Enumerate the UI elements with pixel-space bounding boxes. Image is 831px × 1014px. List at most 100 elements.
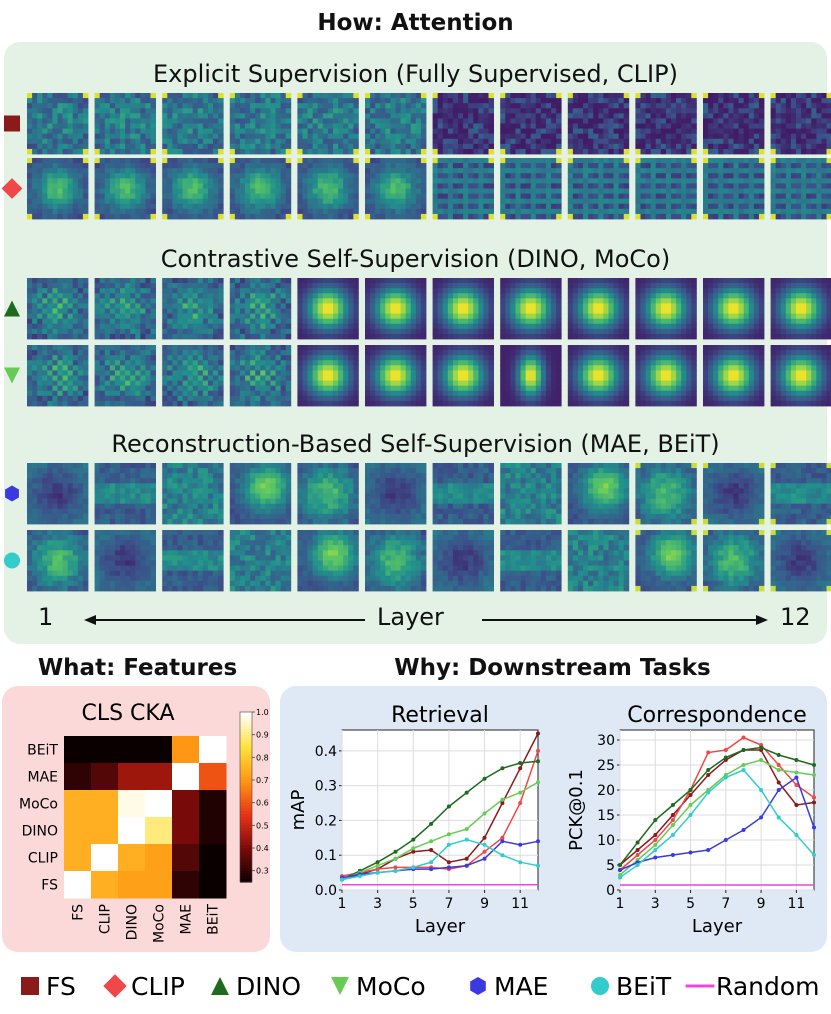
data-point xyxy=(464,837,469,842)
legend-item-dino: DINO xyxy=(211,972,301,1001)
attention-map-fs-layer-6 xyxy=(365,93,427,155)
data-point xyxy=(500,797,505,802)
attention-map-fs-layer-12 xyxy=(770,93,831,155)
attention-map-clip-layer-4 xyxy=(229,158,292,220)
y-tick-label: 20 xyxy=(597,783,615,799)
chart-title: Correspondence xyxy=(627,703,806,728)
data-point xyxy=(812,763,816,767)
series-line-beit xyxy=(619,769,815,879)
data-point xyxy=(536,748,540,753)
data-point xyxy=(670,818,675,822)
attention-map-moco-layer-10 xyxy=(635,345,697,407)
data-point xyxy=(812,800,816,805)
attention-map-fs-layer-8 xyxy=(500,93,562,155)
series-line-dino xyxy=(341,760,539,881)
data-point xyxy=(653,833,658,837)
data-point xyxy=(635,853,640,857)
colorbar-tick: 0.6 xyxy=(256,799,269,808)
heatmap-cell xyxy=(145,763,173,791)
attention-map-dino-layer-12 xyxy=(770,278,831,340)
data-point xyxy=(429,867,434,872)
data-point xyxy=(794,758,799,762)
heatmap-cell xyxy=(145,844,173,872)
attention-map-dino-layer-2 xyxy=(94,278,156,340)
legend-marker-beit xyxy=(591,977,609,995)
series-line-dino xyxy=(619,746,815,866)
row-marker-beit xyxy=(4,552,20,569)
data-point xyxy=(375,863,380,868)
row-marker-dino xyxy=(4,300,20,317)
heatmap-cell xyxy=(172,817,200,845)
heatmap-row-label: CLIP xyxy=(28,851,58,867)
data-point xyxy=(393,849,398,854)
attention-maps-grid xyxy=(1,93,831,592)
heatmap-cell xyxy=(118,871,146,899)
heatmap-cell xyxy=(145,736,173,764)
heatmap-cell xyxy=(91,763,119,791)
legend-label: CLIP xyxy=(131,972,185,1001)
data-point xyxy=(411,837,416,842)
data-point xyxy=(500,853,505,858)
attention-map-dino-layer-5 xyxy=(297,278,359,340)
data-point xyxy=(464,856,469,861)
data-point xyxy=(429,860,434,865)
row-marker-moco xyxy=(4,367,20,384)
data-point xyxy=(706,848,711,852)
colorbar-tick: 0.7 xyxy=(256,776,269,785)
group-title-explicit: Explicit Supervision (Fully Supervised, … xyxy=(153,60,678,88)
data-point xyxy=(776,768,781,772)
series-line-mae xyxy=(619,776,815,871)
legend-label: FS xyxy=(46,972,76,1001)
data-point xyxy=(741,735,746,740)
group-title-contrastive: Contrastive Self-Supervision (DINO, MoCo… xyxy=(160,245,671,273)
x-tick-label: 5 xyxy=(686,896,695,912)
attention-map-clip-layer-5 xyxy=(297,158,359,220)
data-point xyxy=(500,839,505,844)
attention-map-moco-layer-11 xyxy=(703,345,765,407)
attention-map-moco-layer-8 xyxy=(500,345,562,407)
attention-map-mae-layer-1 xyxy=(27,463,89,525)
attention-map-clip-layer-12 xyxy=(770,158,831,220)
data-point xyxy=(536,759,540,764)
legend-label: BEiT xyxy=(616,972,672,1001)
attention-map-moco-layer-7 xyxy=(432,345,494,407)
data-point xyxy=(429,821,434,826)
x-tick-label: 3 xyxy=(651,896,660,912)
y-tick-label: 0.1 xyxy=(315,848,337,864)
heatmap-row-label: MoCo xyxy=(19,797,58,813)
attention-map-dino-layer-1 xyxy=(27,278,89,340)
data-point xyxy=(375,860,380,865)
x-tick-label: 7 xyxy=(444,896,453,912)
attention-map-beit-layer-7 xyxy=(432,530,494,592)
attention-map-clip-layer-2 xyxy=(94,158,156,220)
heatmap-col-label: CLIP xyxy=(98,904,114,934)
attention-map-mae-layer-2 xyxy=(94,463,156,525)
data-point xyxy=(411,865,416,870)
data-point xyxy=(776,815,781,820)
legend-label: MAE xyxy=(494,972,548,1001)
attention-map-fs-layer-9 xyxy=(567,93,630,155)
data-point xyxy=(670,803,675,807)
colorbar-tick: 0.9 xyxy=(256,731,269,740)
heatmap-title: CLS CKA xyxy=(81,701,174,726)
x-tick-label: 5 xyxy=(409,896,418,912)
heatmap-cell xyxy=(118,736,146,764)
legend-marker-mae xyxy=(470,977,486,995)
data-point xyxy=(446,832,451,837)
y-tick-label: 0.0 xyxy=(315,883,337,899)
x-tick-label: 9 xyxy=(757,896,766,912)
attention-map-fs-layer-5 xyxy=(297,93,359,155)
colorbar-tick: 0.8 xyxy=(256,753,269,762)
attention-map-beit-layer-5 xyxy=(297,530,359,592)
attention-map-mae-layer-8 xyxy=(500,463,562,525)
series-dino xyxy=(618,745,816,867)
attention-map-mae-layer-6 xyxy=(365,463,427,525)
heatmap-cell xyxy=(118,790,146,818)
data-point xyxy=(794,770,799,775)
data-point xyxy=(500,835,505,840)
data-point xyxy=(518,761,523,765)
data-point xyxy=(794,783,799,787)
row-marker-mae xyxy=(5,485,19,502)
heatmap-cell xyxy=(172,871,200,899)
heatmap-cell xyxy=(172,844,200,872)
